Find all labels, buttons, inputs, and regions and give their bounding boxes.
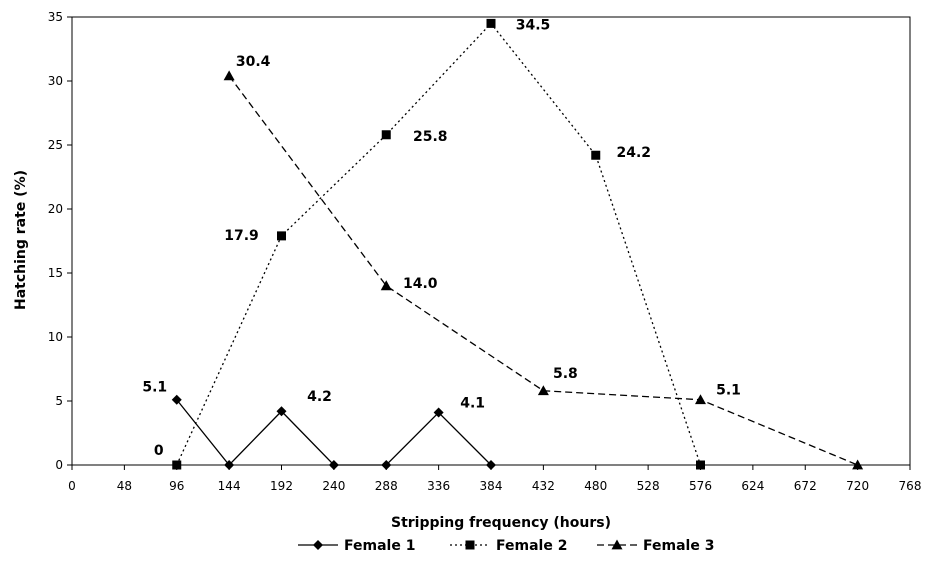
- data-point: [486, 18, 496, 28]
- data-point: [380, 280, 392, 291]
- x-tick-label: 336: [427, 479, 450, 493]
- x-tick-label: 768: [899, 479, 922, 493]
- x-tick-label: 240: [322, 479, 345, 493]
- legend-marker: [313, 540, 323, 550]
- data-point: [537, 385, 549, 396]
- x-tick-label: 48: [117, 479, 132, 493]
- data-label: 17.9: [224, 228, 259, 244]
- data-label: 24.2: [616, 145, 651, 161]
- legend-item: Female 2: [450, 538, 567, 554]
- legend-item: Female 3: [597, 538, 714, 554]
- data-label: 5.1: [142, 380, 167, 396]
- legend-label: Female 3: [643, 538, 714, 554]
- legend-marker: [465, 540, 475, 550]
- x-tick-label: 432: [532, 479, 555, 493]
- legend-marker: [611, 539, 623, 550]
- data-point: [433, 407, 444, 418]
- data-point: [171, 394, 182, 405]
- x-tick-label: 0: [68, 479, 76, 493]
- data-point: [852, 459, 864, 470]
- legend-item: Female 1: [298, 538, 415, 554]
- y-axis-title: Hatching rate (%): [13, 170, 29, 310]
- axes: 0 5 10 15 20 25 30 35 0 48 96 144 192 240 288 336 384 432…: [48, 10, 922, 493]
- data-point: [224, 460, 235, 470]
- legend-label: Female 1: [344, 538, 415, 554]
- series-line: [228, 75, 858, 466]
- series-layer: [171, 18, 864, 470]
- y-tick-label: 35: [48, 10, 63, 24]
- y-tick-label: 30: [48, 74, 63, 88]
- plot-frame: [71, 16, 911, 466]
- series-line: [176, 22, 702, 466]
- data-point: [381, 460, 392, 470]
- data-label: 4.1: [460, 396, 485, 412]
- x-tick-label: 192: [270, 479, 293, 493]
- x-tick-label: 144: [218, 479, 241, 493]
- data-point: [223, 70, 235, 81]
- y-tick-label: 20: [48, 202, 63, 216]
- x-tick-label: 672: [794, 479, 817, 493]
- x-tick-label: 576: [689, 479, 712, 493]
- x-axis-title: Stripping frequency (hours): [391, 515, 611, 531]
- data-point: [276, 406, 287, 417]
- data-label: 5.1: [716, 383, 741, 399]
- data-label: 34.5: [516, 17, 551, 33]
- x-tick-label: 384: [480, 479, 503, 493]
- series-3: [223, 70, 864, 470]
- data-label: 4.2: [307, 389, 332, 405]
- data-point: [695, 394, 706, 405]
- data-label: 5.8: [553, 366, 578, 382]
- legend-label: Female 2: [496, 538, 567, 554]
- data-point: [696, 460, 705, 470]
- x-tick-label: 624: [741, 479, 764, 493]
- data-point: [277, 231, 286, 241]
- series-line: [176, 399, 492, 466]
- data-label-layer: 5.1 4.2 4.1 0 17.9 25.8 34.5 24.2 30.4 14.0 5.8 5.1: [142, 17, 741, 459]
- data-point: [172, 460, 182, 470]
- data-point: [328, 460, 339, 470]
- data-label: 14.0: [403, 276, 438, 292]
- data-label: 0: [154, 443, 164, 459]
- x-tick-label: 288: [375, 479, 398, 493]
- y-tick-label: 0: [55, 458, 63, 472]
- data-label: 30.4: [236, 54, 271, 70]
- x-tick-label: 96: [169, 479, 184, 493]
- y-tick-label: 10: [48, 330, 63, 344]
- legend: Female 1 Female 2 Female 3: [298, 538, 714, 554]
- x-tick-label: 528: [637, 479, 660, 493]
- y-tick-label: 5: [55, 394, 63, 408]
- y-tick-label: 25: [48, 138, 63, 152]
- y-tick-label: 15: [48, 266, 63, 280]
- x-tick-label: 720: [846, 479, 869, 493]
- data-label: 25.8: [413, 129, 448, 145]
- x-tick-label: 480: [584, 479, 607, 493]
- series-2: [172, 18, 705, 470]
- data-point: [591, 150, 601, 160]
- series-1: [171, 394, 496, 470]
- data-point: [486, 460, 496, 470]
- data-point: [381, 130, 391, 140]
